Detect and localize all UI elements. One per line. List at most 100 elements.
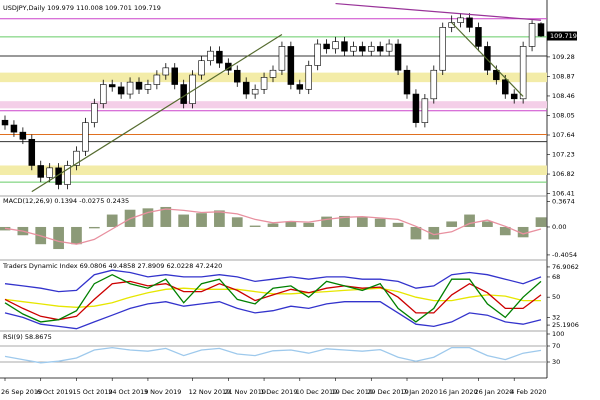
y-tick-label: 100 [552, 330, 564, 338]
indicator-line [4, 269, 542, 293]
candle-body [46, 167, 53, 178]
candle-body [287, 46, 295, 85]
y-tick-label: -0.4054 [552, 251, 577, 259]
x-tick-label: 16 Jan 2020 [439, 388, 478, 396]
candle-body [135, 81, 143, 90]
y-tick-label: 0.3674 [552, 198, 575, 206]
candle-body [242, 81, 250, 95]
candle-body [144, 84, 152, 90]
histogram-bar [142, 208, 154, 227]
x-tick-label: 26 Jan 2020 [474, 388, 513, 396]
histogram-bar [482, 221, 493, 227]
candle-body [100, 84, 107, 104]
x-tick-label: 1 Dec 2019 [260, 388, 297, 396]
candle-body [260, 77, 268, 90]
x-tick-label: 15 Oct 2019 [72, 388, 112, 396]
histogram-bar [88, 226, 100, 229]
candle-body [510, 93, 518, 100]
y-tick-label: 109.28 [552, 53, 575, 61]
candle-body [457, 17, 464, 23]
y-tick-label: 32 [552, 313, 560, 321]
y-tick-label: 30 [552, 358, 560, 366]
candle-body [108, 84, 116, 88]
level-band [0, 101, 547, 109]
histogram-bar [285, 221, 297, 227]
x-tick-label: 4 Feb 2020 [510, 388, 546, 396]
y-tick-label: 106.82 [552, 170, 575, 178]
panel-title: RSI(9) 58.8675 [3, 333, 52, 341]
histogram-bar [303, 222, 315, 227]
candle-body [10, 124, 18, 133]
indicator-line [4, 273, 542, 323]
histogram-bar [517, 226, 529, 238]
histogram-bar [374, 218, 386, 227]
candle-body [350, 46, 357, 52]
histogram-bar [196, 213, 207, 227]
y-tick-label: 50 [552, 293, 560, 301]
candle-body [439, 27, 446, 71]
histogram-bar [499, 226, 511, 236]
trend-line [451, 22, 524, 97]
histogram-bar [214, 210, 225, 227]
candle-body [537, 23, 545, 37]
candle-body [296, 84, 304, 90]
candle-body [180, 84, 187, 104]
x-tick-label: 10 Dec 2019 [296, 388, 338, 396]
candle-body [82, 122, 89, 152]
candle-body [171, 67, 178, 85]
histogram-bar [446, 221, 458, 227]
price-label: 109.719 [550, 32, 577, 40]
histogram-bar [178, 214, 190, 227]
candle-body [528, 23, 536, 47]
y-tick-label: 0.00 [552, 223, 566, 231]
candle-body [394, 43, 402, 71]
price-label-box [547, 31, 577, 41]
candle-body [91, 103, 98, 123]
x-tick-label: 6 Oct 2019 [37, 388, 73, 396]
level-band [0, 165, 547, 175]
indicator-line [4, 287, 541, 308]
candle-body [216, 50, 223, 64]
y-tick-label: 108.46 [552, 92, 575, 100]
candle-body [198, 60, 205, 76]
panel-title: Traders Dynamic Index 69.0806 49.4858 27… [2, 262, 222, 270]
indicator-line [4, 208, 542, 245]
x-tick-label: 21 Nov 2019 [224, 388, 266, 396]
y-tick-label: 107.64 [552, 131, 575, 139]
candle-body [466, 17, 473, 28]
histogram-bar [71, 226, 82, 245]
histogram-bar [267, 223, 279, 227]
candle-body [484, 46, 491, 71]
histogram-bar [231, 217, 243, 227]
x-tick-label: 19 Dec 2019 [332, 388, 374, 396]
x-tick-label: 24 Oct 2019 [108, 388, 148, 396]
trend-line [335, 2, 542, 21]
x-tick-label: 3 Nov 2019 [144, 388, 182, 396]
candle-body [403, 69, 411, 95]
candle-body [332, 41, 339, 50]
candle-body [234, 69, 241, 83]
candle-body [314, 43, 321, 66]
candle-body [475, 27, 482, 47]
candle-body [341, 41, 348, 52]
candle-body [385, 43, 393, 52]
histogram-bar [106, 214, 118, 227]
candle-body [368, 46, 375, 52]
candle-body [412, 93, 420, 123]
candle-body [162, 67, 170, 76]
y-tick-label: 106.41 [552, 190, 575, 198]
x-tick-label: 26 Sep 2019 [1, 388, 42, 396]
candle-body [430, 69, 438, 100]
histogram-bar [339, 215, 350, 227]
histogram-bar [464, 214, 475, 227]
indicator-line [4, 346, 542, 364]
candle-body [519, 46, 527, 100]
histogram-bar [53, 226, 64, 250]
x-tick-label: 12 Nov 2019 [189, 388, 231, 396]
indicator-line [4, 280, 542, 321]
candle-body [1, 119, 9, 126]
histogram-bar [428, 226, 440, 240]
candle-body [153, 74, 161, 85]
y-tick-label: 108.87 [552, 72, 575, 80]
